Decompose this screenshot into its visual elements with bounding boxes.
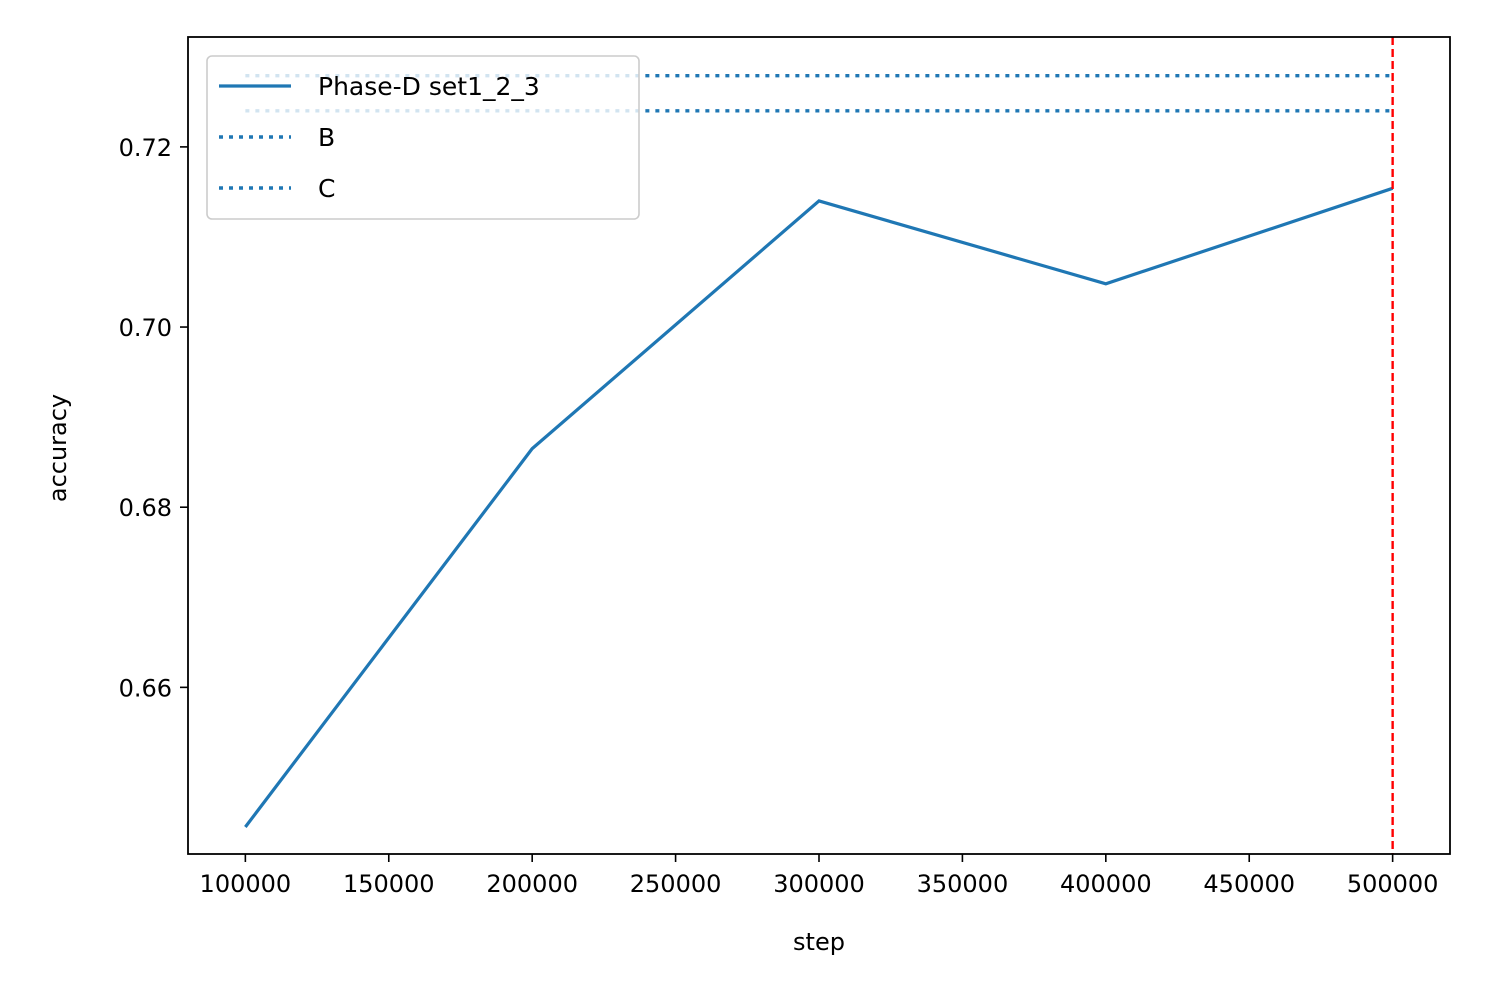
- x-tick-label: 300000: [773, 870, 865, 898]
- x-tick-label: 150000: [343, 870, 435, 898]
- y-tick-label: 0.72: [119, 134, 172, 162]
- x-tick-label: 100000: [200, 870, 292, 898]
- x-tick-label: 450000: [1203, 870, 1295, 898]
- x-tick-label: 200000: [486, 870, 578, 898]
- legend-box: [206, 55, 640, 220]
- legend: Phase-D set1_2_3 BC: [206, 55, 640, 220]
- legend-entry-3: C: [318, 174, 335, 203]
- y-tick-label: 0.68: [119, 494, 172, 522]
- y-axis-label: accuracy: [44, 394, 72, 502]
- legend-entry-1: Phase-D set1_2_3: [318, 72, 540, 101]
- legend-entry-2: B: [318, 123, 335, 152]
- x-tick-label: 500000: [1347, 870, 1439, 898]
- axes: 100000 150000 200000 250000 300000 350000 4000…: [119, 36, 1451, 898]
- y-tick-label: 0.66: [119, 674, 172, 702]
- series-line-1: [244, 186, 1394, 828]
- x-axis-label: step: [793, 928, 845, 956]
- x-tick-label: 250000: [630, 870, 722, 898]
- x-tick-label: 400000: [1060, 870, 1152, 898]
- x-tick-label: 350000: [917, 870, 1009, 898]
- y-tick-label: 0.70: [119, 314, 172, 342]
